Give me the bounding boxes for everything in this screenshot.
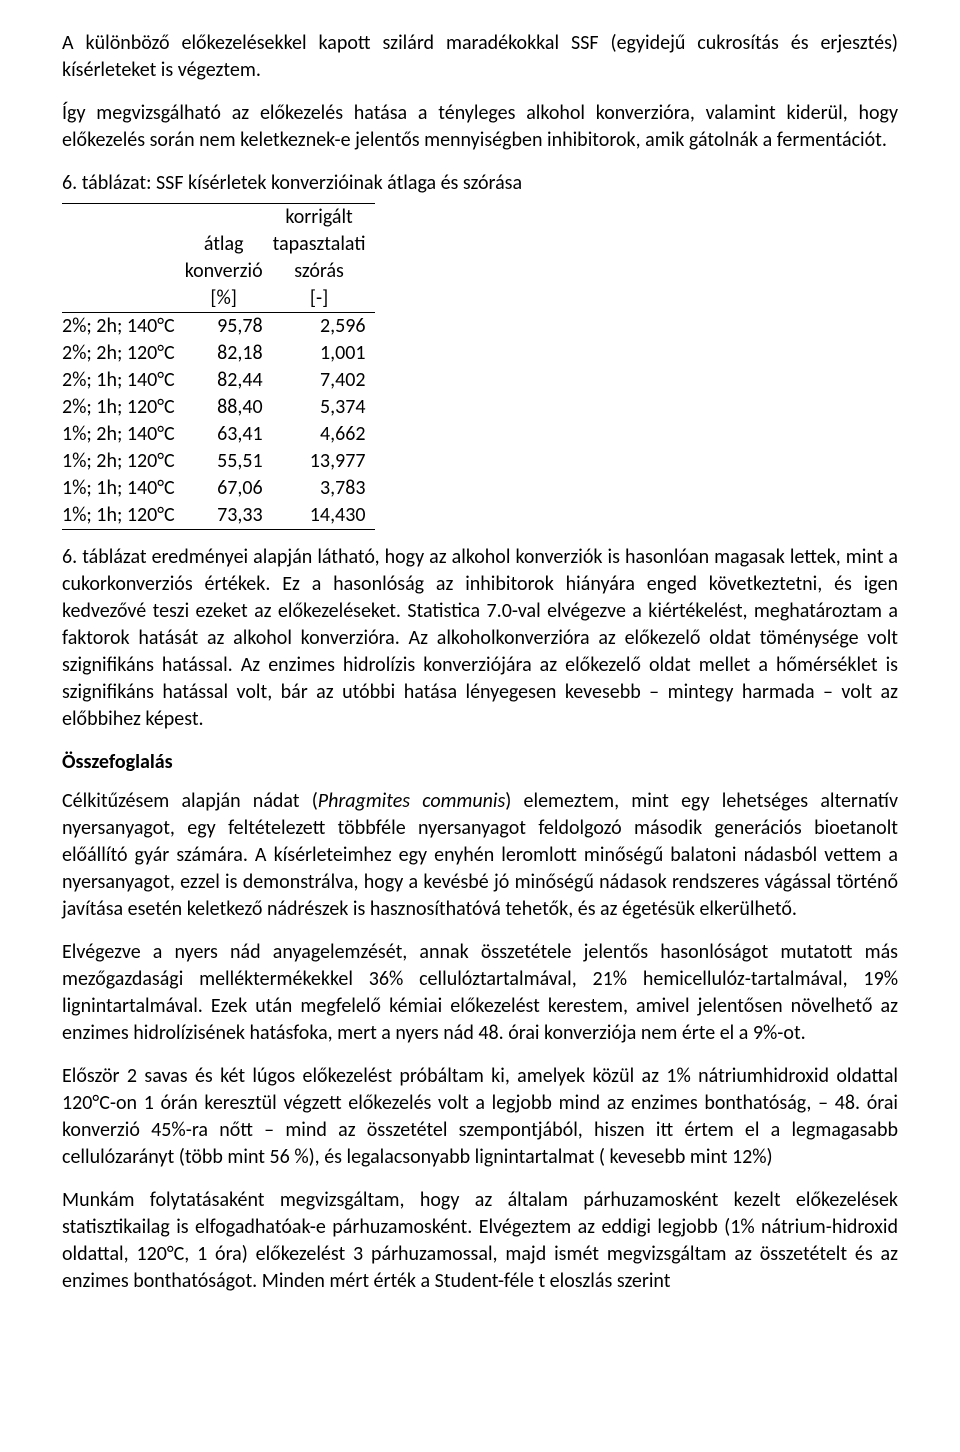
table-cell-avg: 55,51 xyxy=(185,448,273,475)
table-caption: 6. táblázat: SSF kísérletek konverzióina… xyxy=(62,170,898,197)
table-cell-avg: 88,40 xyxy=(185,394,273,421)
table-cell-avg: 82,44 xyxy=(185,367,273,394)
table-cell-label: 2%; 2h; 140°C xyxy=(62,313,185,341)
paragraph-summary-2: Elvégezve a nyers nád anyagelemzését, an… xyxy=(62,939,898,1047)
table-head-avg-line1: átlag xyxy=(204,232,244,256)
paragraph-summary-3: Először 2 savas és két lúgos előkezelést… xyxy=(62,1063,898,1171)
table-cell-sd: 14,430 xyxy=(273,502,376,530)
table-row: 1%; 1h; 140°C 67,06 3,783 xyxy=(62,475,375,502)
table-head-avg-line2: konverzió xyxy=(185,259,263,283)
table-cell-avg: 95,78 xyxy=(185,313,273,341)
paragraph-results: 6. táblázat eredményei alapján látható, … xyxy=(62,544,898,733)
table-head-sd-line1: korrigált xyxy=(285,205,352,229)
ssf-table: átlag konverzió korrigált tapasztalati s… xyxy=(62,203,375,530)
table-cell-label: 2%; 2h; 120°C xyxy=(62,340,185,367)
summary-1-pre: Célkitűzésem alapján nádat ( xyxy=(62,789,318,813)
table-cell-label: 1%; 1h; 140°C xyxy=(62,475,185,502)
table-row: 2%; 2h; 140°C 95,78 2,596 xyxy=(62,313,375,341)
table-cell-label: 2%; 1h; 140°C xyxy=(62,367,185,394)
table-cell-sd: 7,402 xyxy=(273,367,376,394)
table-cell-label: 2%; 1h; 120°C xyxy=(62,394,185,421)
table-cell-sd: 13,977 xyxy=(273,448,376,475)
summary-heading: Összefoglalás xyxy=(62,749,898,776)
table-row: 2%; 1h; 120°C 88,40 5,374 xyxy=(62,394,375,421)
table-row: 2%; 1h; 140°C 82,44 7,402 xyxy=(62,367,375,394)
table-cell-avg: 67,06 xyxy=(185,475,273,502)
table-cell-label: 1%; 2h; 120°C xyxy=(62,448,185,475)
table-cell-avg: 73,33 xyxy=(185,502,273,530)
table-head-empty xyxy=(62,204,185,286)
table-head-sd-line2: tapasztalati xyxy=(273,232,366,256)
table-head-sd-line3: szórás xyxy=(294,259,344,283)
table-row: 1%; 2h; 120°C 55,51 13,977 xyxy=(62,448,375,475)
table-row: 1%; 1h; 120°C 73,33 14,430 xyxy=(62,502,375,530)
table-cell-sd: 1,001 xyxy=(273,340,376,367)
paragraph-intro-2: Így megvizsgálható az előkezelés hatása … xyxy=(62,100,898,154)
table-head-sd-unit: [-] xyxy=(273,285,376,313)
paragraph-intro-1: A különböző előkezelésekkel kapott szilá… xyxy=(62,30,898,84)
table-cell-avg: 63,41 xyxy=(185,421,273,448)
table-cell-avg: 82,18 xyxy=(185,340,273,367)
table-cell-sd: 3,783 xyxy=(273,475,376,502)
table-cell-sd: 5,374 xyxy=(273,394,376,421)
table-cell-sd: 4,662 xyxy=(273,421,376,448)
paragraph-summary-1: Célkitűzésem alapján nádat (Phragmites c… xyxy=(62,788,898,923)
table-head-sd: korrigált tapasztalati szórás xyxy=(273,204,376,286)
table-row: 1%; 2h; 140°C 63,41 4,662 xyxy=(62,421,375,448)
paragraph-summary-4: Munkám folytatásaként megvizsgáltam, hog… xyxy=(62,1187,898,1295)
table-cell-sd: 2,596 xyxy=(273,313,376,341)
table-row: 2%; 2h; 120°C 82,18 1,001 xyxy=(62,340,375,367)
table-head-avg: átlag konverzió xyxy=(185,204,273,286)
table-cell-label: 1%; 2h; 140°C xyxy=(62,421,185,448)
table-head-unit-empty xyxy=(62,285,185,313)
summary-1-italic: Phragmites communis xyxy=(318,789,505,813)
table-cell-label: 1%; 1h; 120°C xyxy=(62,502,185,530)
table-head-avg-unit: [%] xyxy=(185,285,273,313)
